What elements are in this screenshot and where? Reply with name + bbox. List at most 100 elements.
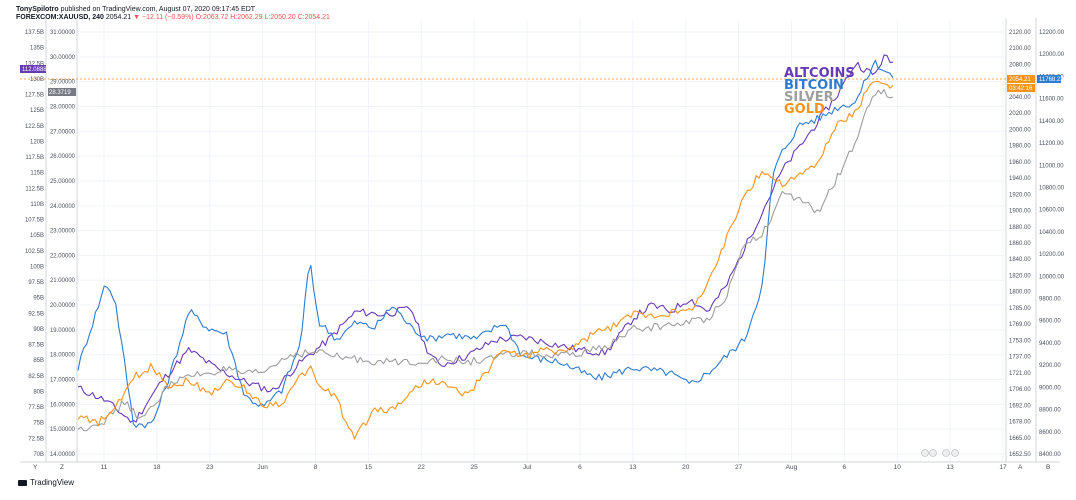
time-tick-label: 13 — [947, 464, 955, 471]
right-tick-label: 2100.00 — [1009, 46, 1031, 52]
far-left-tick-label: 100B — [30, 264, 44, 270]
legend-item-bitcoin: BITCOIN — [784, 78, 844, 93]
grid-lines — [78, 20, 1004, 462]
left-tick-label: 25.00000 — [50, 179, 76, 185]
far-right-tick-label: 11200.00 — [1039, 141, 1064, 147]
right-tick-label: 1980.00 — [1009, 144, 1031, 150]
far-right-tick-label: 8600.00 — [1039, 430, 1061, 436]
time-tick-label: 17 — [999, 464, 1007, 471]
left-tick-label: 18.00000 — [50, 353, 76, 359]
left-axis[interactable]: 31.00000 30.00000 29.00000 28.00000 27.00000… — [50, 30, 76, 458]
left-tick-label: 28.00000 — [50, 104, 76, 110]
left-tick-label: 14.00000 — [50, 452, 76, 458]
time-tick-label: 8 — [314, 464, 318, 471]
scale-toggle-icon[interactable]: Y — [33, 464, 38, 471]
far-left-tick-label: 102.5B — [25, 249, 44, 255]
left-tick-label: 16.00000 — [50, 402, 76, 408]
far-left-tick-label: 85B — [33, 358, 44, 364]
badge-gold-value: 2054.21 — [1009, 77, 1031, 83]
far-left-tick-label: 92.5B — [28, 311, 44, 317]
badge-altcoins-value: 112.0888 — [22, 67, 47, 73]
time-tick-label: 15 — [365, 464, 373, 471]
right-tick-label: 1737.00 — [1009, 355, 1031, 361]
far-right-tick-label: 10400.00 — [1039, 230, 1065, 236]
far-left-tick-label: 82.5B — [28, 374, 44, 380]
last-price: 2054.21 — [105, 14, 132, 21]
far-left-tick-label: 97.5B — [28, 280, 44, 286]
far-left-tick-label: 112.5B — [25, 186, 44, 192]
tradingview-logo[interactable]: TradingView — [18, 478, 74, 487]
right-tick-label: 1920.00 — [1009, 192, 1031, 198]
legend-item-gold: GOLD — [784, 102, 825, 117]
far-left-tick-label: 130B — [30, 77, 44, 83]
far-left-tick-label: 77.5B — [28, 405, 44, 411]
series-line-silver — [77, 89, 894, 432]
right-tick-label: 2040.00 — [1009, 95, 1031, 101]
far-left-axis[interactable]: 137.5B 135B 132.5B 130B 127.5B 125B 122.5B 120B… — [25, 30, 44, 458]
left-tick-label: 21.00000 — [50, 278, 76, 284]
price-change: ▼ −12.11 (−0.59%) — [133, 14, 194, 21]
flag-icon — [942, 449, 950, 457]
right-tick-label: 1706.00 — [1009, 387, 1031, 393]
time-tick-label: 22 — [418, 464, 426, 471]
author-name[interactable]: TonySpilotro — [16, 6, 59, 13]
right-tick-label: 1692.00 — [1009, 403, 1031, 409]
far-left-tick-label: 107.5B — [25, 218, 44, 224]
left-tick-label: 30.00000 — [50, 55, 76, 61]
left-tick-label: 31.00000 — [50, 30, 76, 36]
badge-silver-value: 28.3719 — [49, 90, 71, 96]
far-left-tick-label: 95B — [33, 296, 44, 302]
far-left-tick-label: 120B — [30, 139, 44, 145]
right-tick-label: 1860.00 — [1009, 241, 1031, 247]
right-tick-label: 2000.00 — [1009, 127, 1031, 133]
far-left-tick-label: 110B — [30, 202, 44, 208]
left-tick-label: 26.00000 — [50, 154, 76, 160]
left-tick-label: 24.00000 — [50, 204, 76, 210]
event-flags[interactable] — [921, 449, 959, 457]
tradingview-brand: TradingView — [30, 478, 75, 487]
time-axis[interactable]: 11 18 23 Jun 8 15 22 25 Jul 6 13 20 27 Aug 6 10 13 17 — [101, 464, 1007, 471]
far-right-tick-label: 12000.00 — [1039, 52, 1065, 58]
far-left-tick-label: 90B — [33, 327, 44, 333]
right-axis[interactable]: 2120.002100.002080.002060.002040.002020.… — [1009, 30, 1031, 458]
far-left-tick-label: 70B — [33, 452, 44, 458]
right-tick-label: 1721.00 — [1009, 371, 1031, 377]
left-tick-label: 15.00000 — [50, 427, 76, 433]
auto-scale-icon[interactable]: A — [1018, 464, 1023, 471]
right-tick-label: 1785.00 — [1009, 306, 1031, 312]
far-right-tick-label: 11400.00 — [1039, 119, 1064, 125]
far-left-tick-label: 75B — [33, 421, 44, 427]
far-left-tick-label: 80B — [33, 389, 44, 395]
far-right-tick-label: 8400.00 — [1039, 452, 1061, 458]
far-right-tick-label: 8800.00 — [1039, 408, 1061, 414]
right-tick-label: 1678.00 — [1009, 420, 1031, 426]
far-left-tick-label: 127.5B — [25, 93, 44, 99]
right-tick-label: 1665.00 — [1009, 436, 1031, 442]
left-tick-label: 22.00000 — [50, 253, 76, 259]
time-tick-label: Jun — [257, 464, 268, 471]
far-right-axis[interactable]: 12200.0012000.0011800.0011600.0011400.00… — [1039, 30, 1065, 458]
ohlc-low: L:2050.20 — [264, 14, 296, 21]
right-tick-label: 2020.00 — [1009, 111, 1031, 117]
left-tick-label: 17.00000 — [50, 378, 76, 384]
ohlc-close: C:2054.21 — [297, 14, 330, 21]
right-tick-label: 1900.00 — [1009, 209, 1031, 215]
time-tick-label: 20 — [682, 464, 690, 471]
far-right-tick-label: 9800.00 — [1039, 297, 1061, 303]
time-tick-label: 6 — [578, 464, 582, 471]
legend-item-silver: SILVER — [784, 90, 834, 105]
log-scale-icon[interactable]: B — [1046, 464, 1050, 471]
far-left-tick-label: 132.5B — [25, 61, 44, 67]
far-right-tick-label: 10200.00 — [1039, 252, 1065, 258]
zoom-toggle-icon[interactable]: Z — [60, 464, 64, 471]
far-right-tick-label: 11600.00 — [1039, 97, 1064, 103]
left-tick-label: 20.00000 — [50, 303, 76, 309]
legend-item-altcoins: ALTCOINS — [784, 66, 855, 81]
far-right-tick-label: 10600.00 — [1039, 208, 1065, 214]
series-line-altcoins — [77, 54, 893, 423]
far-left-tick-label: 135B — [30, 46, 44, 52]
right-tick-label: 1800.00 — [1009, 290, 1031, 296]
far-right-tick-label: 12200.00 — [1039, 30, 1065, 36]
far-left-tick-label: 72.5B — [28, 436, 44, 442]
